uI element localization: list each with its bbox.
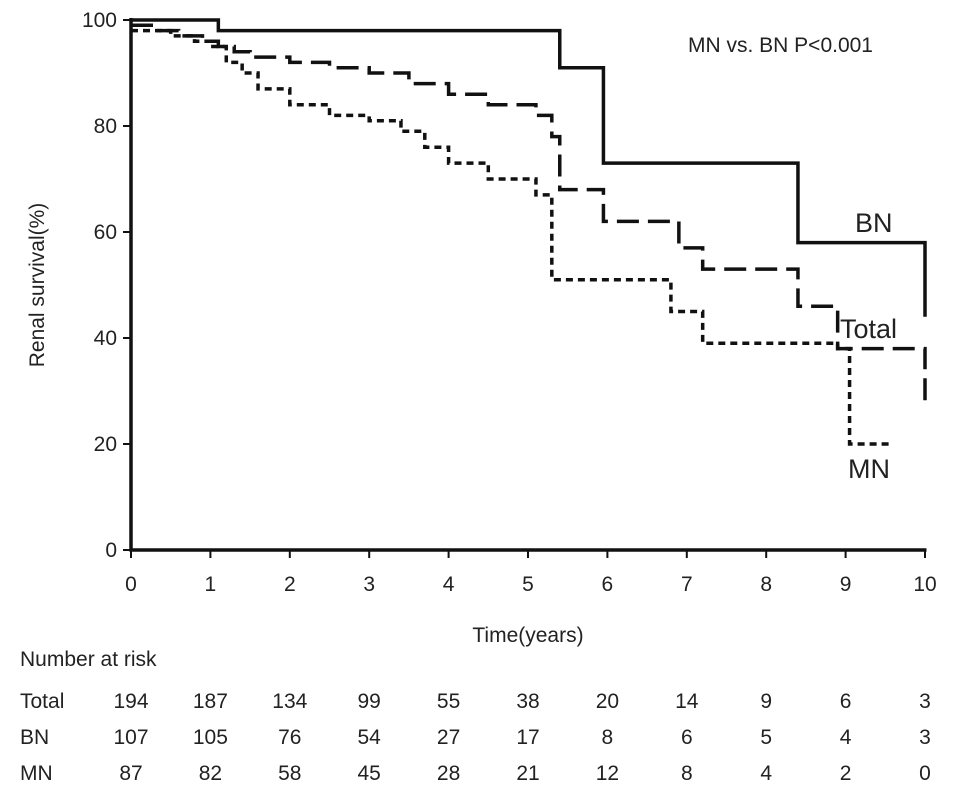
risk-count: 27 (436, 726, 461, 749)
risk-count: 87 (119, 762, 143, 785)
series-label-mn: MN (848, 454, 890, 484)
x-tick-label: 0 (125, 573, 137, 596)
risk-count: 45 (357, 762, 381, 785)
x-tick-label: 1 (205, 573, 217, 596)
risk-count: 21 (516, 762, 540, 785)
risk-count: 105 (192, 726, 228, 749)
risk-row-bn: BN 107 105 76 54 27 17 8 6 5 4 3 (0, 726, 965, 762)
x-tick-label: 10 (913, 573, 936, 596)
risk-count: 99 (357, 690, 381, 713)
risk-count: 12 (595, 762, 620, 785)
y-tick-label: 80 (94, 115, 117, 138)
y-tick-label: 60 (94, 221, 117, 244)
y-tick-label: 20 (94, 433, 117, 456)
risk-count: 107 (113, 726, 149, 749)
risk-count: 6 (839, 690, 852, 713)
p-value-annotation: MN vs. BN P<0.001 (688, 34, 873, 57)
risk-row-mn: MN 87 82 58 45 28 21 12 8 4 2 0 (0, 762, 965, 798)
risk-count: 38 (516, 690, 540, 713)
risk-count: 20 (595, 690, 620, 713)
curves (131, 18, 927, 446)
y-tick-label: 100 (82, 9, 117, 32)
number-at-risk-table: Total 194 187 134 99 55 38 20 14 9 6 3 BN 107 105 76 54 2… (0, 690, 965, 798)
risk-row-label: MN (20, 762, 53, 785)
risk-count: 194 (113, 690, 149, 713)
risk-count: 76 (278, 726, 302, 749)
series-label-total: Total (840, 314, 897, 344)
x-tick-label: 3 (363, 573, 375, 596)
risk-count: 2 (839, 762, 852, 785)
risk-count: 55 (436, 690, 461, 713)
y-axis-label: Renal survival(%) (26, 203, 49, 368)
x-axis-label: Time(years) (472, 624, 583, 647)
risk-count: 4 (839, 726, 852, 749)
risk-count: 187 (192, 690, 228, 713)
series-label-bn: BN (855, 208, 893, 238)
risk-count: 9 (760, 690, 773, 713)
x-tick-label: 8 (760, 573, 772, 596)
risk-count: 4 (760, 762, 773, 785)
risk-count: 3 (919, 690, 931, 713)
risk-count: 8 (680, 762, 693, 785)
risk-row-label: BN (20, 726, 50, 749)
survival-curve-mn (131, 28, 890, 446)
risk-count: 17 (516, 726, 540, 749)
x-tick-label: 4 (443, 573, 455, 596)
risk-count: 14 (675, 690, 699, 713)
risk-count: 28 (436, 762, 461, 785)
risk-count: 3 (919, 726, 931, 749)
risk-count: 0 (919, 762, 931, 785)
risk-count: 8 (601, 726, 614, 749)
risk-count: 54 (357, 726, 381, 749)
x-tick-label: 2 (284, 573, 296, 596)
survival-curve-bn (131, 18, 927, 317)
risk-row-label: Total (20, 690, 65, 713)
risk-count: 5 (760, 726, 773, 749)
risk-row-total: Total 194 187 134 99 55 38 20 14 9 6 3 (0, 690, 965, 726)
risk-count: 134 (272, 690, 308, 713)
number-at-risk-title: Number at risk (20, 648, 157, 671)
y-tick-label: 40 (94, 327, 117, 350)
x-tick-label: 7 (681, 573, 693, 596)
risk-count: 82 (198, 762, 223, 785)
x-tick-label: 9 (840, 573, 852, 596)
risk-count: 58 (278, 762, 302, 785)
survival-curve-total (131, 23, 927, 402)
x-tick-label: 6 (602, 573, 614, 596)
y-tick-label: 0 (105, 539, 117, 562)
risk-count: 6 (680, 726, 693, 749)
x-tick-label: 5 (522, 573, 534, 596)
